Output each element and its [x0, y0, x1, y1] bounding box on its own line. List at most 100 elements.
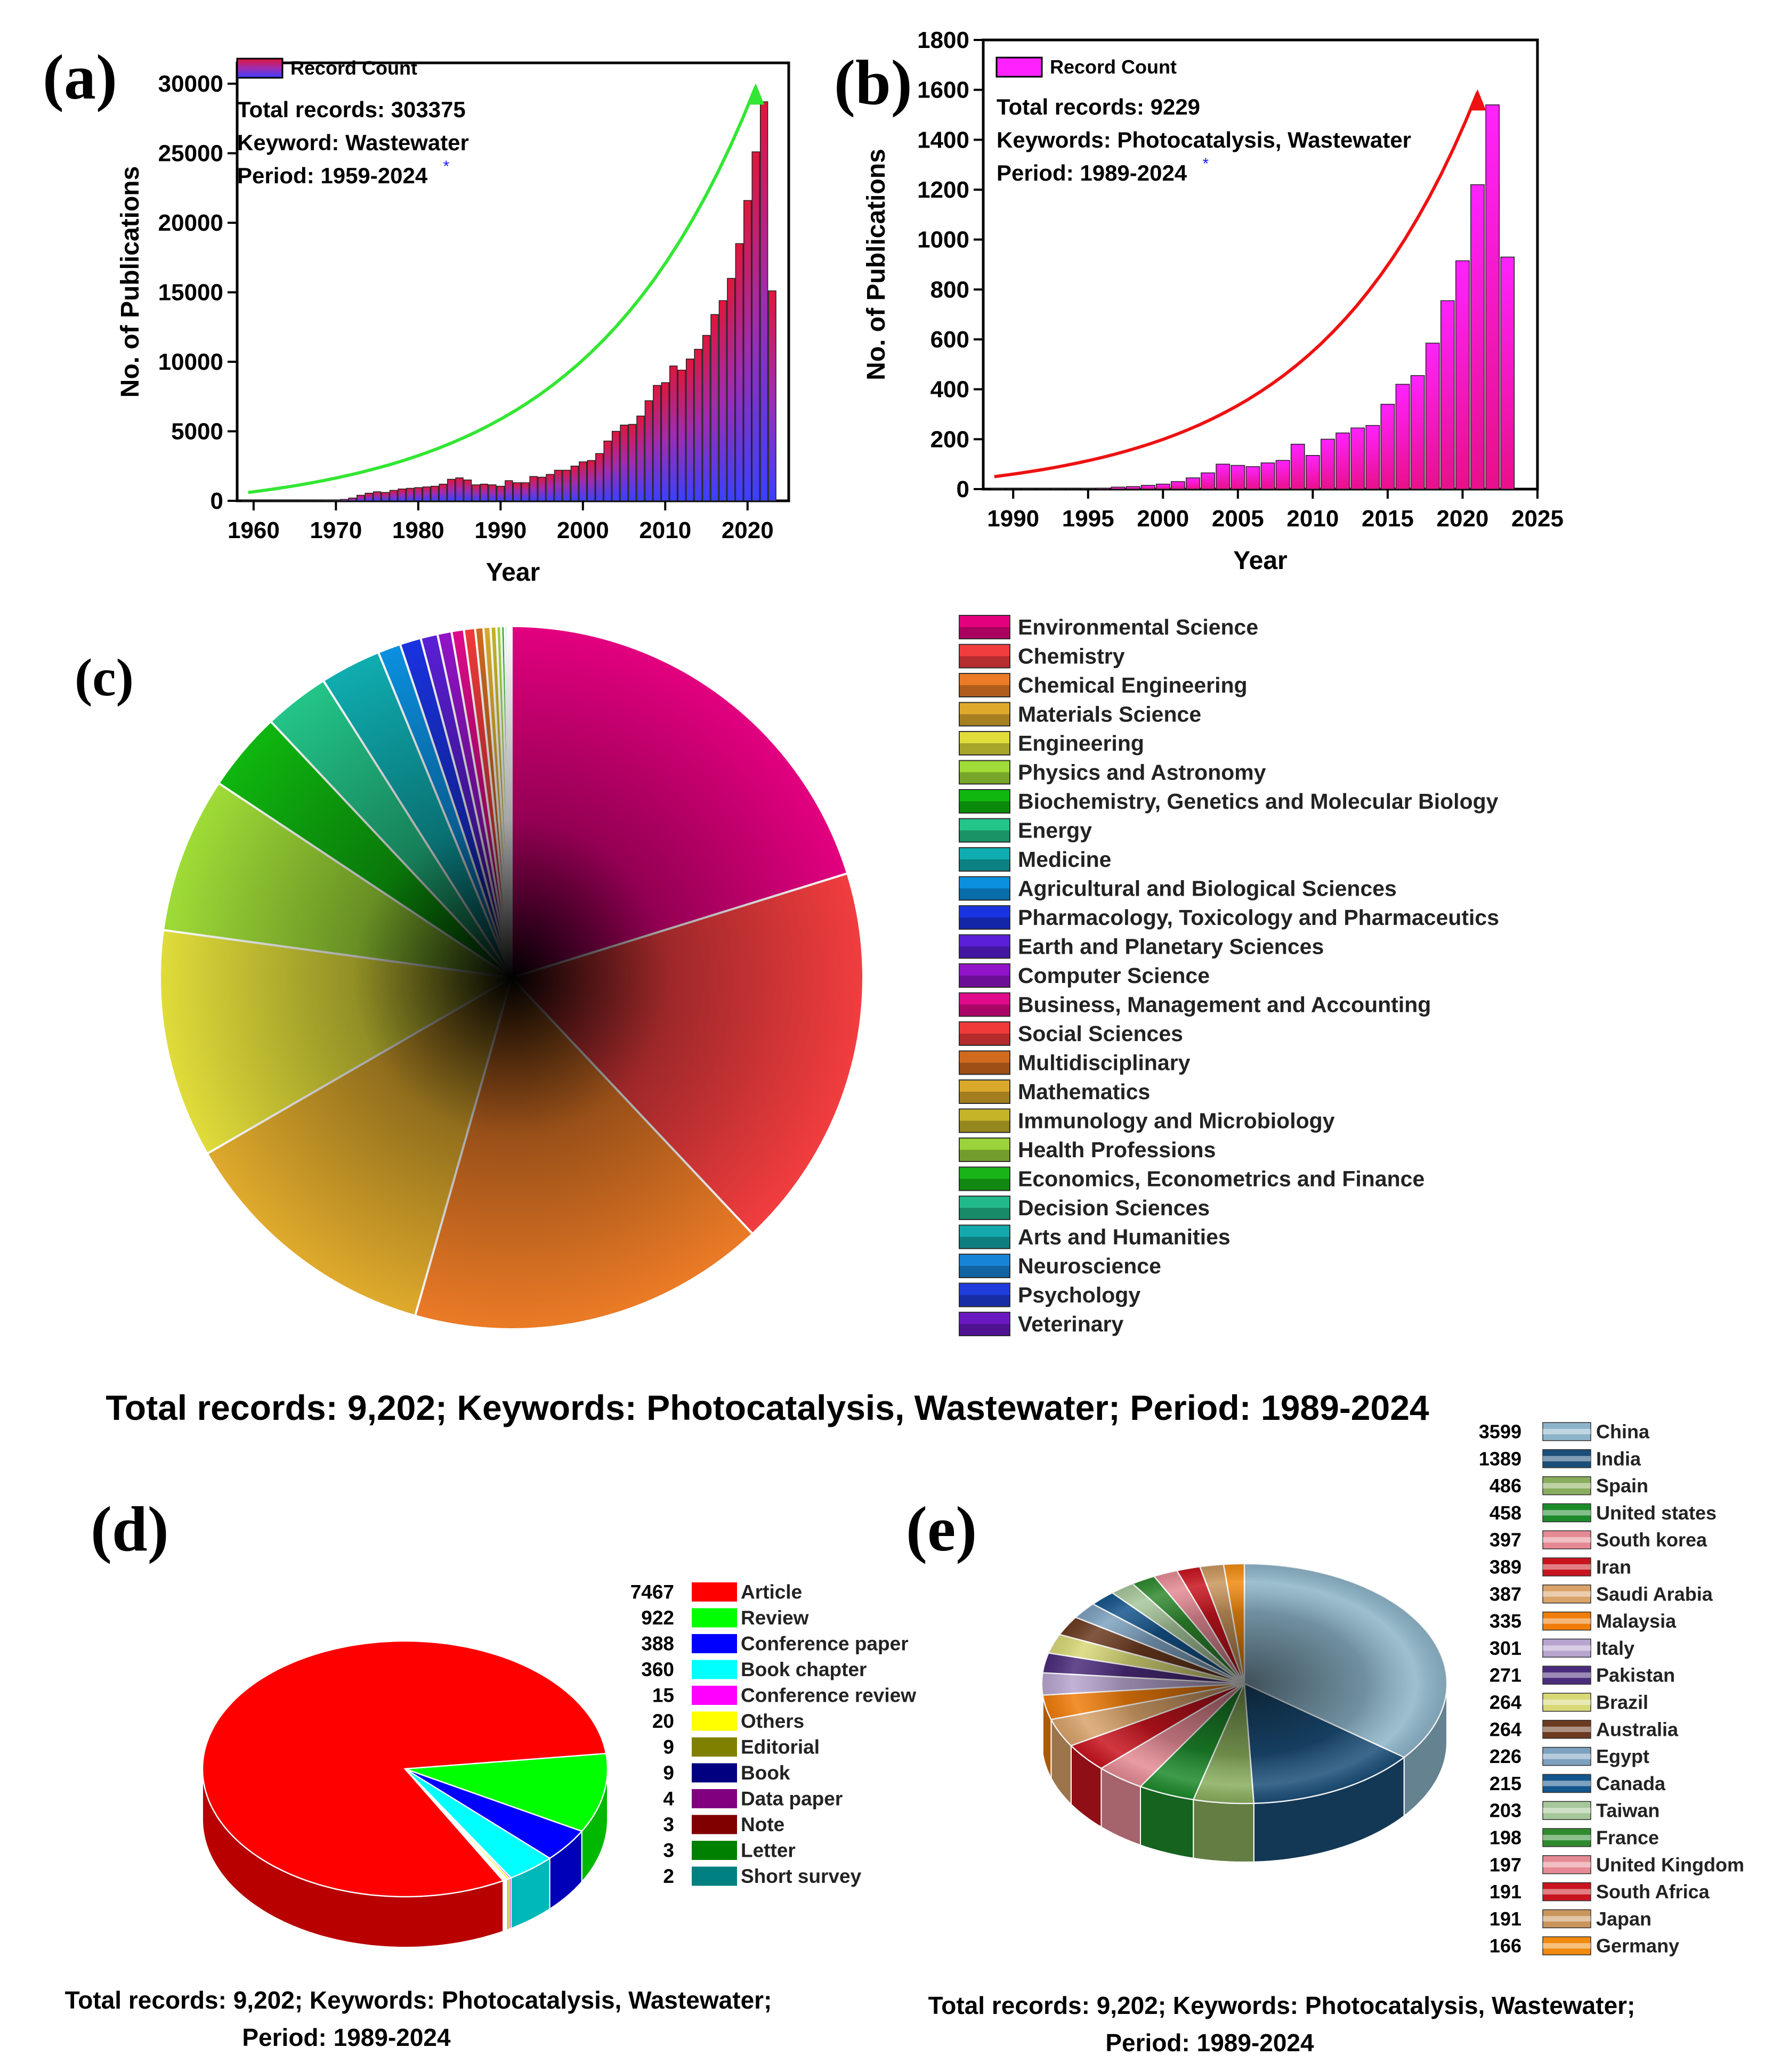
bar-1996: [1096, 488, 1110, 489]
legend-swatch: [692, 1789, 737, 1808]
legend-swatch-shade: [959, 947, 1010, 958]
bar-1985: [456, 478, 463, 501]
bar-2004: [612, 432, 620, 501]
bar-2017: [1411, 376, 1424, 489]
legend-count: 215: [1490, 1773, 1521, 1794]
y-tick-label: 1200: [917, 177, 969, 203]
legend-label: Decision Sciences: [1018, 1196, 1210, 1220]
x-tick-label: 1960: [228, 517, 280, 543]
legend-count: 486: [1490, 1475, 1521, 1497]
bar-1994: [530, 476, 537, 501]
y-tick-label: 1400: [917, 127, 969, 153]
y-tick-label: 25000: [158, 141, 223, 167]
x-tick-label: 2010: [639, 517, 691, 543]
annotation-asterisk: *: [443, 158, 450, 175]
bar-1989: [489, 485, 496, 501]
legend-count: 3: [663, 1814, 674, 1835]
bar-2023: [768, 291, 776, 501]
legend-swatch-gloss: [1543, 1781, 1591, 1786]
legend-label: Health Professions: [1018, 1137, 1216, 1162]
legend-label: Engineering: [1018, 731, 1144, 755]
bar-2019: [735, 243, 743, 501]
bar-2018: [727, 278, 735, 501]
annotation-line: Keywords: Photocatalysis, Wastewater: [997, 127, 1411, 152]
legend-label: United states: [1596, 1502, 1717, 1524]
legend-swatch-shade: [959, 1150, 1010, 1161]
bar-1972: [349, 498, 356, 501]
x-axis-label: Year: [1233, 547, 1287, 575]
legend-count: 15: [652, 1684, 674, 1706]
legend-label: South Africa: [1596, 1881, 1710, 1903]
x-tick-label: 2010: [1286, 506, 1339, 532]
legend-swatch: [692, 1867, 737, 1886]
legend-count: 922: [641, 1607, 674, 1629]
legend-label: Multidisciplinary: [1018, 1051, 1191, 1075]
legend-swatch-gloss: [1543, 1727, 1591, 1732]
legend-label: Record Count: [1050, 56, 1177, 78]
legend-swatch: [692, 1815, 737, 1834]
legend-swatch: [692, 1686, 737, 1705]
bar-2011: [1321, 439, 1334, 489]
legend-swatch: [237, 59, 282, 78]
panel-label-d: (d): [91, 1493, 169, 1564]
panel-label-c: (c): [75, 648, 134, 707]
legend-label: Spain: [1596, 1475, 1648, 1497]
bar-2022: [1486, 105, 1499, 489]
legend-swatch: [692, 1660, 737, 1679]
annotation-line: Keyword: Wastewater: [237, 130, 469, 155]
x-tick-label: 2005: [1212, 506, 1264, 532]
legend-count: 198: [1490, 1827, 1521, 1849]
bar-2009: [1291, 444, 1305, 489]
legend-label: United Kingdom: [1596, 1854, 1744, 1875]
bar-2000: [579, 462, 587, 501]
bar-2014: [1366, 426, 1379, 489]
bar-2010: [1306, 456, 1320, 489]
bar-1995: [538, 477, 546, 501]
bar-2002: [1186, 478, 1200, 489]
caption-e-line1: Total records: 9,202; Keywords: Photocat…: [928, 1992, 1636, 2019]
bar-2021: [752, 152, 759, 501]
legend-swatch-gloss: [1543, 1916, 1591, 1921]
legend-label: Article: [741, 1581, 802, 1603]
bar-2019: [1441, 300, 1454, 489]
legend-count: 2: [663, 1865, 674, 1887]
legend-swatch-gloss: [1543, 1835, 1591, 1840]
annotation-asterisk: *: [1203, 155, 1209, 173]
panel-label-e: (e): [906, 1493, 977, 1564]
legend-count: 191: [1490, 1908, 1521, 1930]
bar-1973: [357, 495, 365, 501]
bar-2023: [1501, 257, 1514, 489]
y-tick-label: 600: [930, 327, 969, 353]
legend-swatch-gloss: [1543, 1429, 1591, 1434]
bar-2020: [744, 200, 751, 501]
legend-label: Egypt: [1596, 1745, 1649, 1767]
bar-2003: [1201, 473, 1215, 489]
y-axis-label: No. of Publications: [116, 166, 144, 398]
legend-count: 9: [663, 1762, 674, 1784]
y-tick-label: 0: [957, 476, 969, 502]
y-axis-label: No. of Publications: [862, 149, 891, 380]
legend-count: 388: [641, 1632, 674, 1654]
bar-2018: [1426, 343, 1439, 489]
bar-1977: [390, 490, 398, 501]
legend-count: 1389: [1479, 1448, 1521, 1469]
bar-1998: [563, 470, 570, 501]
legend-count: 458: [1490, 1502, 1521, 1524]
legend-swatch-shade: [959, 1295, 1010, 1307]
legend-label: India: [1596, 1448, 1641, 1469]
legend-label: Italy: [1596, 1637, 1634, 1659]
legend-count: 197: [1490, 1854, 1521, 1875]
bar-1966: [299, 500, 307, 501]
bar-1999: [1142, 485, 1155, 489]
legend-label: Medicine: [1018, 847, 1111, 872]
legend-swatch-gloss: [1543, 1456, 1591, 1461]
bar-1997: [555, 470, 562, 501]
legend-label: Neuroscience: [1018, 1254, 1161, 1278]
legend-swatch-shade: [959, 1208, 1010, 1220]
x-tick-label: 1980: [392, 517, 444, 543]
legend-swatch-gloss: [1543, 1700, 1591, 1705]
bar-1986: [464, 480, 472, 501]
y-tick-label: 1800: [917, 27, 969, 53]
